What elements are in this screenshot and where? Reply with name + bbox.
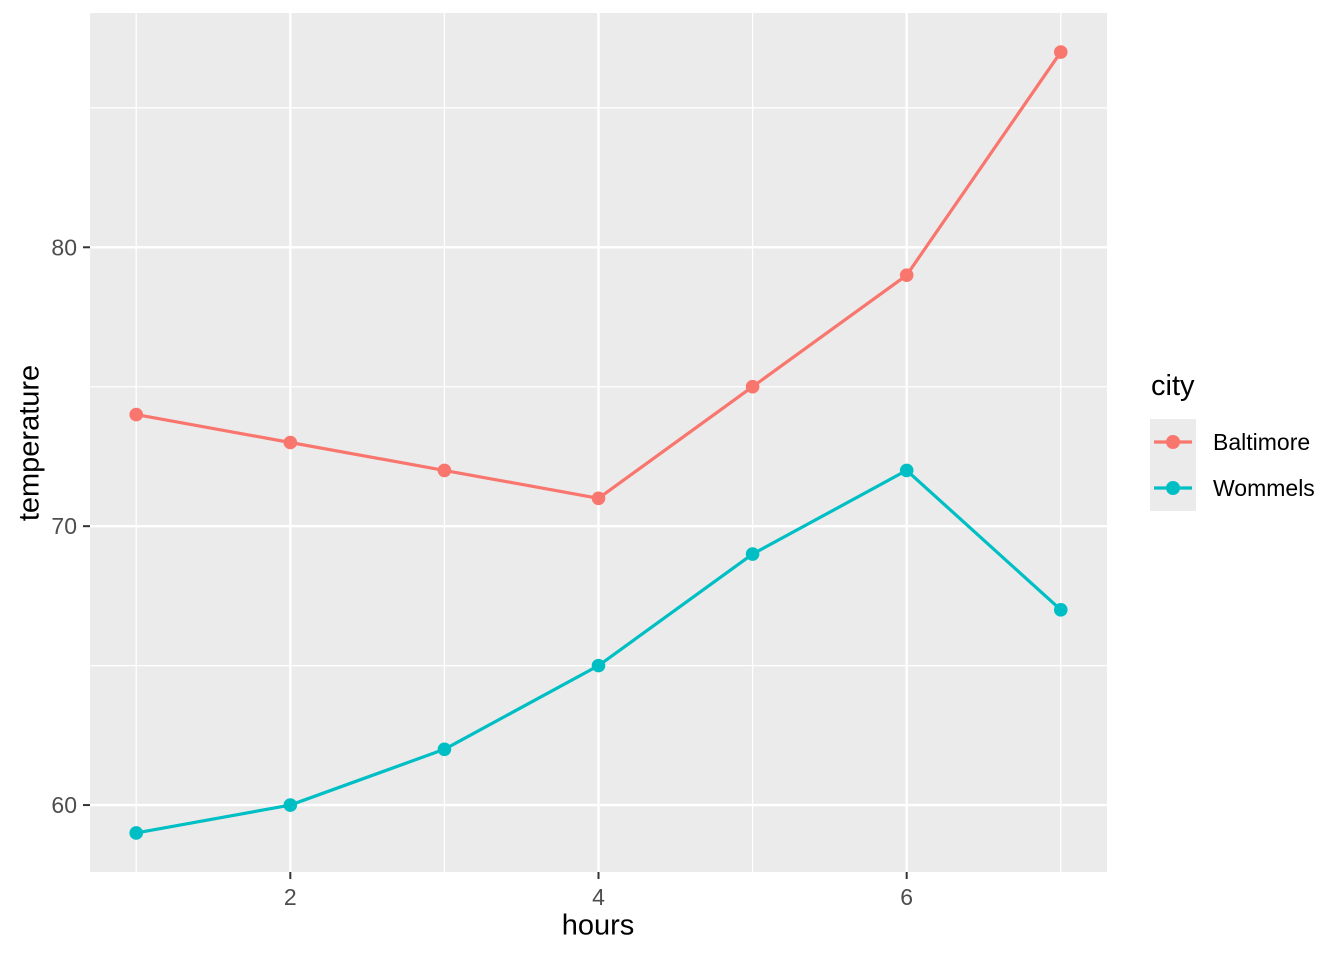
series-baltimore [129, 45, 1068, 506]
data-point-wommels [283, 798, 298, 812]
legend-title: city [1151, 370, 1195, 402]
axis-tick-labels: 2 4 6 60 70 80 [51, 234, 913, 910]
legend-key-glyph-wommels [1154, 481, 1192, 495]
data-point-baltimore [129, 407, 144, 422]
data-point-wommels [437, 742, 452, 757]
legend: city Baltimore Wommels [1150, 371, 1315, 511]
legend-key-wommels [1150, 465, 1196, 511]
x-tick-label: 2 [284, 884, 297, 910]
data-point-baltimore [591, 491, 606, 506]
data-point-wommels [591, 658, 606, 673]
data-point-baltimore [283, 435, 298, 450]
legend-label-wommels: Wommels [1213, 474, 1315, 501]
y-axis-title: temperature [13, 364, 46, 522]
data-point-wommels [1053, 603, 1068, 617]
y-tick-label: 60 [51, 792, 77, 818]
data-point-wommels [899, 463, 914, 478]
data-point-wommels [745, 547, 760, 561]
data-point-baltimore [745, 379, 760, 394]
legend-item-wommels: Wommels [1150, 465, 1315, 511]
y-tick-label: 80 [51, 234, 77, 260]
series-wommels [129, 463, 1068, 840]
legend-key-baltimore [1150, 419, 1196, 465]
legend-label-baltimore: Baltimore [1213, 428, 1311, 455]
legend-item-baltimore: Baltimore [1150, 419, 1315, 465]
legend-items: Baltimore Wommels [1150, 419, 1315, 511]
data-point-baltimore [899, 268, 914, 282]
y-tick-label: 70 [51, 513, 77, 539]
data-point-wommels [129, 826, 144, 840]
x-tick-label: 6 [900, 884, 913, 910]
data-point-baltimore [1053, 45, 1068, 59]
legend-key-point [1166, 435, 1180, 449]
axis-ticks [83, 246, 908, 879]
legend-key-glyph-baltimore [1154, 435, 1192, 449]
legend-key-point [1166, 481, 1180, 495]
x-tick-label: 4 [592, 884, 605, 910]
major-gridlines [90, 13, 1107, 872]
data-point-baltimore [437, 463, 452, 478]
x-axis-title: hours [561, 909, 635, 942]
